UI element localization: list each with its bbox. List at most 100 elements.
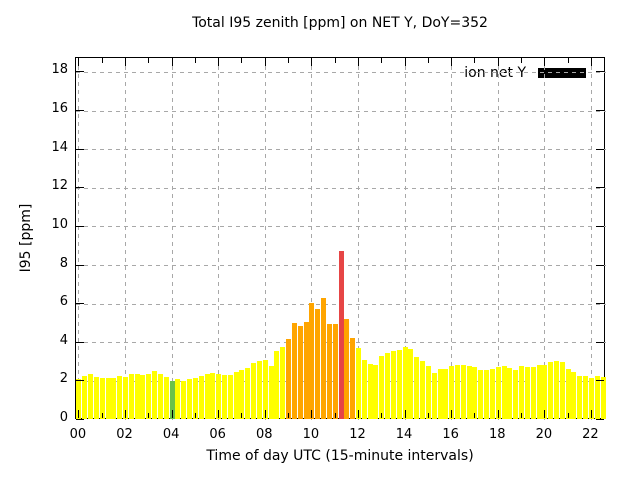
data-bar xyxy=(355,347,361,419)
data-bar xyxy=(274,351,280,419)
x-tick-label: 12 xyxy=(349,427,366,442)
grid-line-vertical xyxy=(590,58,592,420)
y-major-tick xyxy=(76,71,84,73)
x-minor-tick xyxy=(334,413,336,418)
data-bar xyxy=(303,321,309,419)
data-bar xyxy=(117,375,123,419)
x-minor-tick xyxy=(521,58,523,63)
data-bar xyxy=(414,357,420,419)
data-bar xyxy=(157,373,163,419)
grid-line-horizontal xyxy=(76,187,606,189)
x-major-tick xyxy=(264,410,266,418)
y-major-tick xyxy=(596,187,604,189)
x-minor-tick xyxy=(474,413,476,418)
data-bar xyxy=(553,361,559,419)
data-bar xyxy=(338,251,344,419)
data-bar xyxy=(524,366,530,419)
x-minor-tick xyxy=(427,58,429,63)
x-major-tick xyxy=(404,58,406,66)
data-bar xyxy=(105,378,111,419)
data-bar xyxy=(315,308,321,419)
x-major-tick xyxy=(78,410,80,418)
y-major-tick xyxy=(76,148,84,150)
x-minor-tick xyxy=(288,413,290,418)
data-bar xyxy=(594,375,600,419)
data-bar xyxy=(204,373,210,419)
y-tick-label: 6 xyxy=(59,294,68,310)
x-minor-tick xyxy=(474,58,476,63)
x-tick-label: 16 xyxy=(442,427,459,442)
data-bar xyxy=(111,377,117,419)
data-bar xyxy=(321,298,327,419)
data-bar xyxy=(222,374,228,419)
data-bar xyxy=(390,351,396,419)
data-bar xyxy=(431,372,437,419)
data-bar xyxy=(402,346,408,419)
y-tick-label: 10 xyxy=(51,216,68,232)
data-bar xyxy=(210,372,216,419)
data-bar xyxy=(123,376,128,419)
x-minor-tick xyxy=(148,413,150,418)
data-bar xyxy=(286,338,292,419)
data-bar xyxy=(175,379,181,419)
data-bar xyxy=(519,365,525,419)
legend-label: ion net Y xyxy=(464,65,526,81)
data-bar xyxy=(367,364,373,419)
grid-line-vertical xyxy=(218,58,220,420)
data-bar xyxy=(489,368,495,419)
data-bar xyxy=(379,356,385,419)
y-major-tick xyxy=(76,419,84,420)
plot-area: ion net Y xyxy=(75,57,606,420)
x-tick-label: 06 xyxy=(209,427,226,442)
x-major-tick xyxy=(357,410,359,418)
data-bar xyxy=(169,381,175,419)
data-bar xyxy=(350,337,356,419)
grid-line-vertical xyxy=(357,58,359,420)
grid-line-vertical xyxy=(451,58,453,420)
data-bar xyxy=(163,376,169,419)
data-bar xyxy=(198,375,204,419)
y-major-tick xyxy=(76,225,84,227)
data-bar xyxy=(187,379,193,419)
x-major-tick xyxy=(311,410,313,418)
data-bar xyxy=(99,377,105,419)
data-bar xyxy=(588,377,594,419)
data-bar xyxy=(507,367,513,419)
x-tick-label: 00 xyxy=(69,427,87,442)
x-tick-label: 20 xyxy=(535,427,553,442)
x-minor-tick xyxy=(241,58,243,63)
x-major-tick xyxy=(78,58,80,66)
y-major-tick xyxy=(76,341,84,343)
grid-line-vertical xyxy=(264,58,266,420)
x-major-tick xyxy=(218,410,220,418)
data-bar xyxy=(152,370,158,419)
y-major-tick xyxy=(596,341,604,343)
data-bar xyxy=(536,364,542,419)
y-major-tick xyxy=(76,187,84,189)
legend-swatch xyxy=(538,68,586,78)
x-minor-tick xyxy=(381,58,383,63)
x-major-tick xyxy=(497,58,499,66)
grid-line-horizontal xyxy=(76,110,606,112)
x-major-tick xyxy=(311,58,313,66)
x-tick-label: 04 xyxy=(162,427,180,442)
x-axis-label: Time of day UTC (15-minute intervals) xyxy=(206,448,474,464)
y-major-tick xyxy=(76,110,84,112)
x-tick-label: 08 xyxy=(256,427,273,442)
data-bar xyxy=(192,377,198,419)
data-bar xyxy=(332,324,338,419)
x-major-tick xyxy=(451,410,453,418)
x-minor-tick xyxy=(567,413,569,418)
x-tick-label: 22 xyxy=(582,427,599,442)
x-minor-tick xyxy=(194,413,196,418)
data-bar xyxy=(291,323,297,419)
grid-line-horizontal xyxy=(76,149,606,151)
data-bar xyxy=(309,303,315,419)
data-bar xyxy=(466,365,472,419)
data-bar xyxy=(577,375,583,419)
data-bar xyxy=(449,365,455,419)
y-major-tick xyxy=(76,380,84,382)
data-bar xyxy=(146,373,152,419)
data-bar xyxy=(239,369,245,419)
data-bar xyxy=(571,371,577,419)
